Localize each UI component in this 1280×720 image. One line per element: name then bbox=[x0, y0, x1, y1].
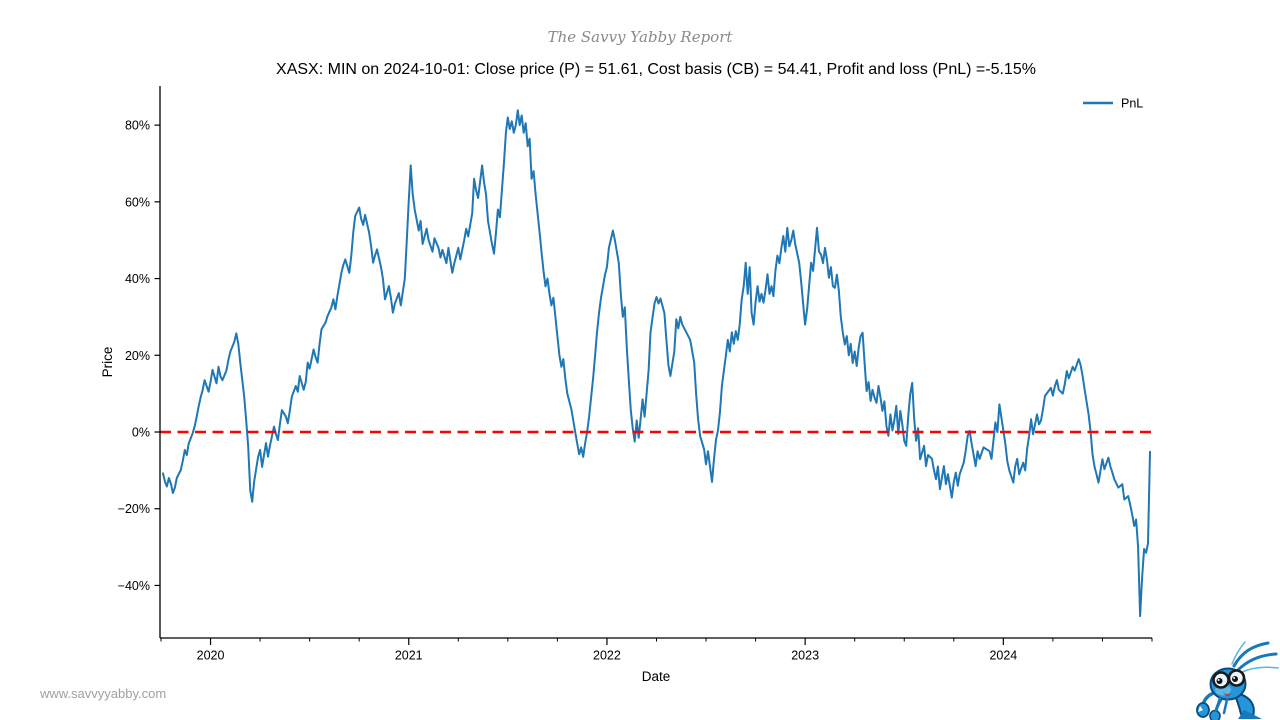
yabby-antennae-icon bbox=[1231, 641, 1279, 674]
yabby-glasses-icon bbox=[1212, 669, 1246, 689]
x-tick-label: 2023 bbox=[791, 649, 819, 663]
y-axis-label: Price bbox=[100, 347, 115, 378]
x-axis-label: Date bbox=[642, 669, 671, 684]
pnl-line bbox=[162, 109, 1151, 618]
x-tick-label: 2024 bbox=[989, 649, 1017, 663]
y-tick-label: 20% bbox=[125, 349, 150, 363]
y-tick-label: 60% bbox=[125, 195, 150, 209]
y-tick-label: −20% bbox=[118, 502, 150, 516]
y-tick-label: −40% bbox=[118, 579, 150, 593]
report-header-text: The Savvy Yabby Report bbox=[547, 28, 733, 46]
chart-title: XASX: MIN on 2024-10-01: Close price (P)… bbox=[276, 61, 1036, 78]
yabby-mouth-icon bbox=[1223, 692, 1232, 696]
x-tick-label: 2020 bbox=[197, 649, 225, 663]
x-tick-label: 2022 bbox=[593, 649, 621, 663]
y-tick-label: 40% bbox=[125, 272, 150, 286]
yabby-mascot-image bbox=[1196, 641, 1279, 720]
chart-dynamic-layer: 80% 60% 40% 20% 0% −20% −40% 2020 2021 2022 2023 20… bbox=[118, 86, 1153, 663]
x-tick-label: 2021 bbox=[395, 649, 423, 663]
yabby-legs-icon bbox=[1214, 696, 1229, 715]
y-tick-label: 80% bbox=[125, 119, 150, 133]
website-url: www.savvyyabby.com bbox=[40, 686, 167, 701]
y-tick-label: 0% bbox=[132, 426, 150, 440]
legend: PnL bbox=[1083, 97, 1143, 111]
legend-label: PnL bbox=[1121, 97, 1143, 111]
